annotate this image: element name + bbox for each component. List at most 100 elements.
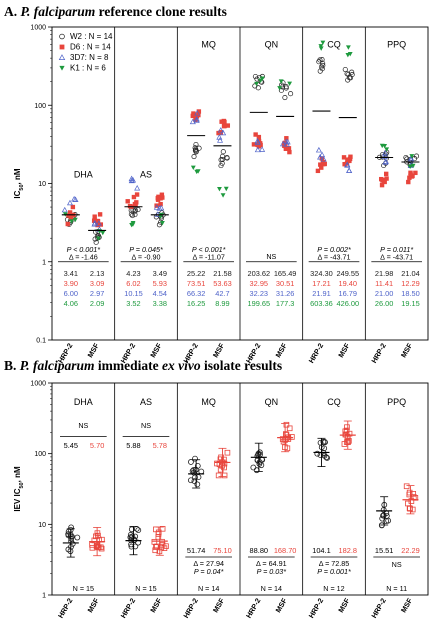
- scatter-point: [379, 515, 386, 522]
- median-value: 19.15: [401, 299, 420, 308]
- p-value: P = 0.04*: [194, 567, 224, 576]
- median-value: 4.06: [64, 299, 78, 308]
- scatter-point: [74, 534, 81, 541]
- scatter-point: [89, 542, 95, 548]
- scatter-point: [320, 156, 327, 162]
- delta-value: Δ = -0.90: [132, 252, 161, 261]
- legend-label: W2 : N = 14: [70, 32, 113, 41]
- median-value: 21.58: [213, 269, 232, 278]
- scatter-point: [191, 111, 196, 116]
- median-value: 426.00: [336, 299, 359, 308]
- scatter-point: [151, 539, 158, 545]
- x-tick-label: HRP-2: [369, 342, 388, 365]
- scatter-point: [59, 65, 65, 71]
- sample-size: N = 14: [198, 584, 219, 593]
- median-value: 168.70: [274, 546, 297, 555]
- legend-label: D6 : N = 14: [70, 43, 111, 52]
- scatter-point: [155, 195, 161, 201]
- median-value: 42.7: [215, 289, 229, 298]
- scatter-point: [95, 218, 100, 224]
- median-value: 3.09: [90, 279, 104, 288]
- scatter-point: [132, 208, 138, 214]
- delta-value: Δ = -43.71: [318, 252, 351, 261]
- scatter-point: [258, 78, 264, 83]
- scatter-point: [192, 455, 198, 462]
- median-value: 26.00: [375, 299, 394, 308]
- scatter-point: [278, 87, 284, 93]
- scatter-point: [189, 118, 196, 125]
- scatter-point: [152, 547, 159, 554]
- scatter-point: [383, 171, 389, 177]
- scatter-point: [315, 146, 322, 153]
- scatter-point: [187, 477, 194, 484]
- median-value: 75.10: [213, 546, 232, 555]
- scatter-point: [217, 187, 222, 192]
- scatter-point: [153, 526, 159, 533]
- median-value: 18.50: [401, 289, 420, 298]
- scatter-point: [72, 196, 79, 202]
- scatter-point: [413, 153, 420, 159]
- median-value: 11.41: [375, 279, 393, 288]
- scatter-point: [96, 236, 101, 241]
- median-value: 203.62: [247, 269, 270, 278]
- scatter-point: [129, 213, 136, 219]
- scatter-point: [282, 94, 288, 101]
- scatter-point: [66, 199, 73, 206]
- scatter-point: [219, 153, 226, 159]
- legend-label: 3D7: N = 8: [70, 53, 109, 62]
- x-tick-label: MSF: [85, 341, 101, 359]
- scatter-point: [154, 211, 161, 217]
- scatter-point: [70, 204, 76, 210]
- scatter-point: [128, 211, 134, 217]
- x-tick-label: MSF: [211, 596, 227, 614]
- median-value: 5.78: [153, 441, 167, 450]
- median-value: 324.30: [310, 269, 333, 278]
- drug-name: MQ: [201, 39, 216, 49]
- scatter-point: [69, 215, 74, 221]
- scatter-point: [250, 464, 257, 471]
- scatter-point: [283, 146, 289, 151]
- scatter-point: [344, 71, 350, 77]
- scatter-point: [347, 156, 353, 162]
- median-value: 165.49: [274, 269, 297, 278]
- scatter-point: [319, 66, 325, 72]
- scatter-point: [193, 148, 199, 154]
- scatter-point: [153, 544, 159, 550]
- x-tick-label: HRP-2: [181, 597, 200, 620]
- median-value: 15.51: [375, 546, 394, 555]
- scatter-point: [254, 139, 261, 145]
- drug-name: CQ: [327, 39, 341, 49]
- scatter-point: [220, 193, 226, 198]
- scatter-point: [215, 472, 222, 479]
- scatter-point: [254, 453, 261, 459]
- scatter-point: [280, 140, 287, 147]
- scatter-point: [381, 153, 388, 160]
- scatter-point: [344, 162, 351, 168]
- p-value: NS: [392, 560, 402, 569]
- scatter-point: [346, 438, 352, 444]
- x-tick-label: HRP-2: [119, 597, 138, 620]
- y-tick-label: 1: [42, 259, 46, 266]
- median-value: 66.32: [187, 289, 206, 298]
- scatter-point: [320, 161, 326, 167]
- scatter-point: [91, 218, 97, 223]
- scatter-group: [61, 195, 106, 245]
- median-value: 3.90: [64, 279, 78, 288]
- drug-name: MQ: [201, 397, 216, 407]
- scatter-point: [220, 149, 226, 155]
- scatter-point: [382, 144, 388, 149]
- median-value: 104.1: [312, 546, 331, 555]
- scatter-point: [156, 205, 163, 211]
- median-value: 6.02: [126, 279, 140, 288]
- scatter-point: [59, 33, 65, 40]
- scatter-point: [382, 179, 387, 185]
- median-value: 30.51: [276, 279, 295, 288]
- scatter-point: [408, 170, 413, 175]
- median-value: 182.8: [339, 546, 358, 555]
- x-tick-label: MSF: [148, 341, 164, 359]
- median-value: 4.54: [153, 289, 167, 298]
- median-value: 21.00: [375, 289, 394, 298]
- delta-value: Δ = 72.85: [319, 559, 350, 568]
- median-value: 6.00: [64, 289, 78, 298]
